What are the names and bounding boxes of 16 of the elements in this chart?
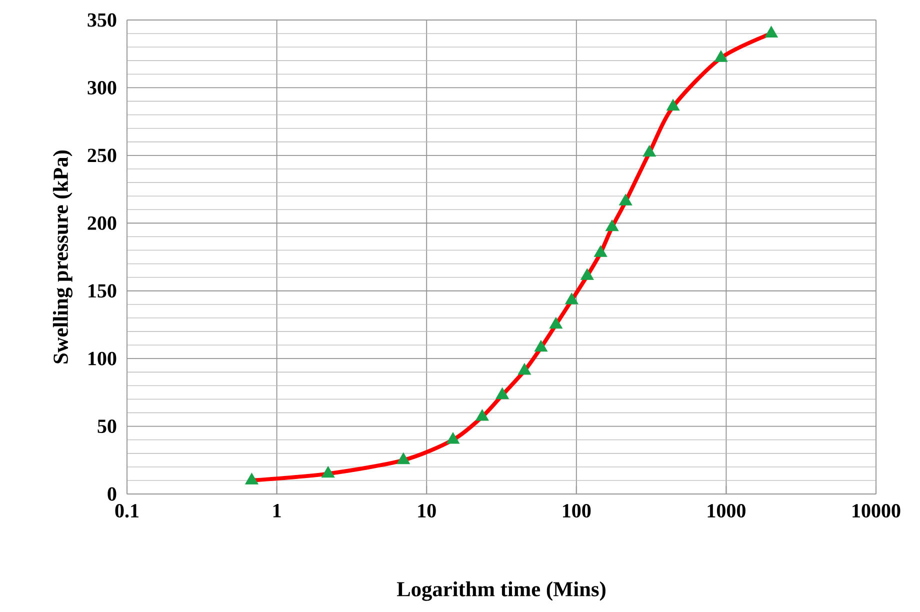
y-tick-label: 150 xyxy=(88,284,116,298)
y-tick-label: 100 xyxy=(88,352,116,366)
x-tick-label: 100 xyxy=(563,504,591,518)
y-tick-label: 50 xyxy=(98,420,116,434)
x-tick-label: 0.1 xyxy=(115,504,138,518)
x-tick-label: 10 xyxy=(418,504,436,518)
x-tick-label: 1000 xyxy=(708,504,746,518)
y-tick-label: 250 xyxy=(88,148,116,162)
x-tick-label: 1 xyxy=(273,504,281,518)
y-axis-title: Swelling pressure (kPa) xyxy=(52,150,72,364)
x-axis-title: Logarithm time (Mins) xyxy=(396,581,606,601)
y-tick-label: 0 xyxy=(108,487,116,501)
y-tick-label: 350 xyxy=(88,13,116,27)
y-tick-label: 300 xyxy=(88,80,116,94)
y-tick-label: 200 xyxy=(88,216,116,230)
x-tick-label: 10000 xyxy=(852,504,900,518)
